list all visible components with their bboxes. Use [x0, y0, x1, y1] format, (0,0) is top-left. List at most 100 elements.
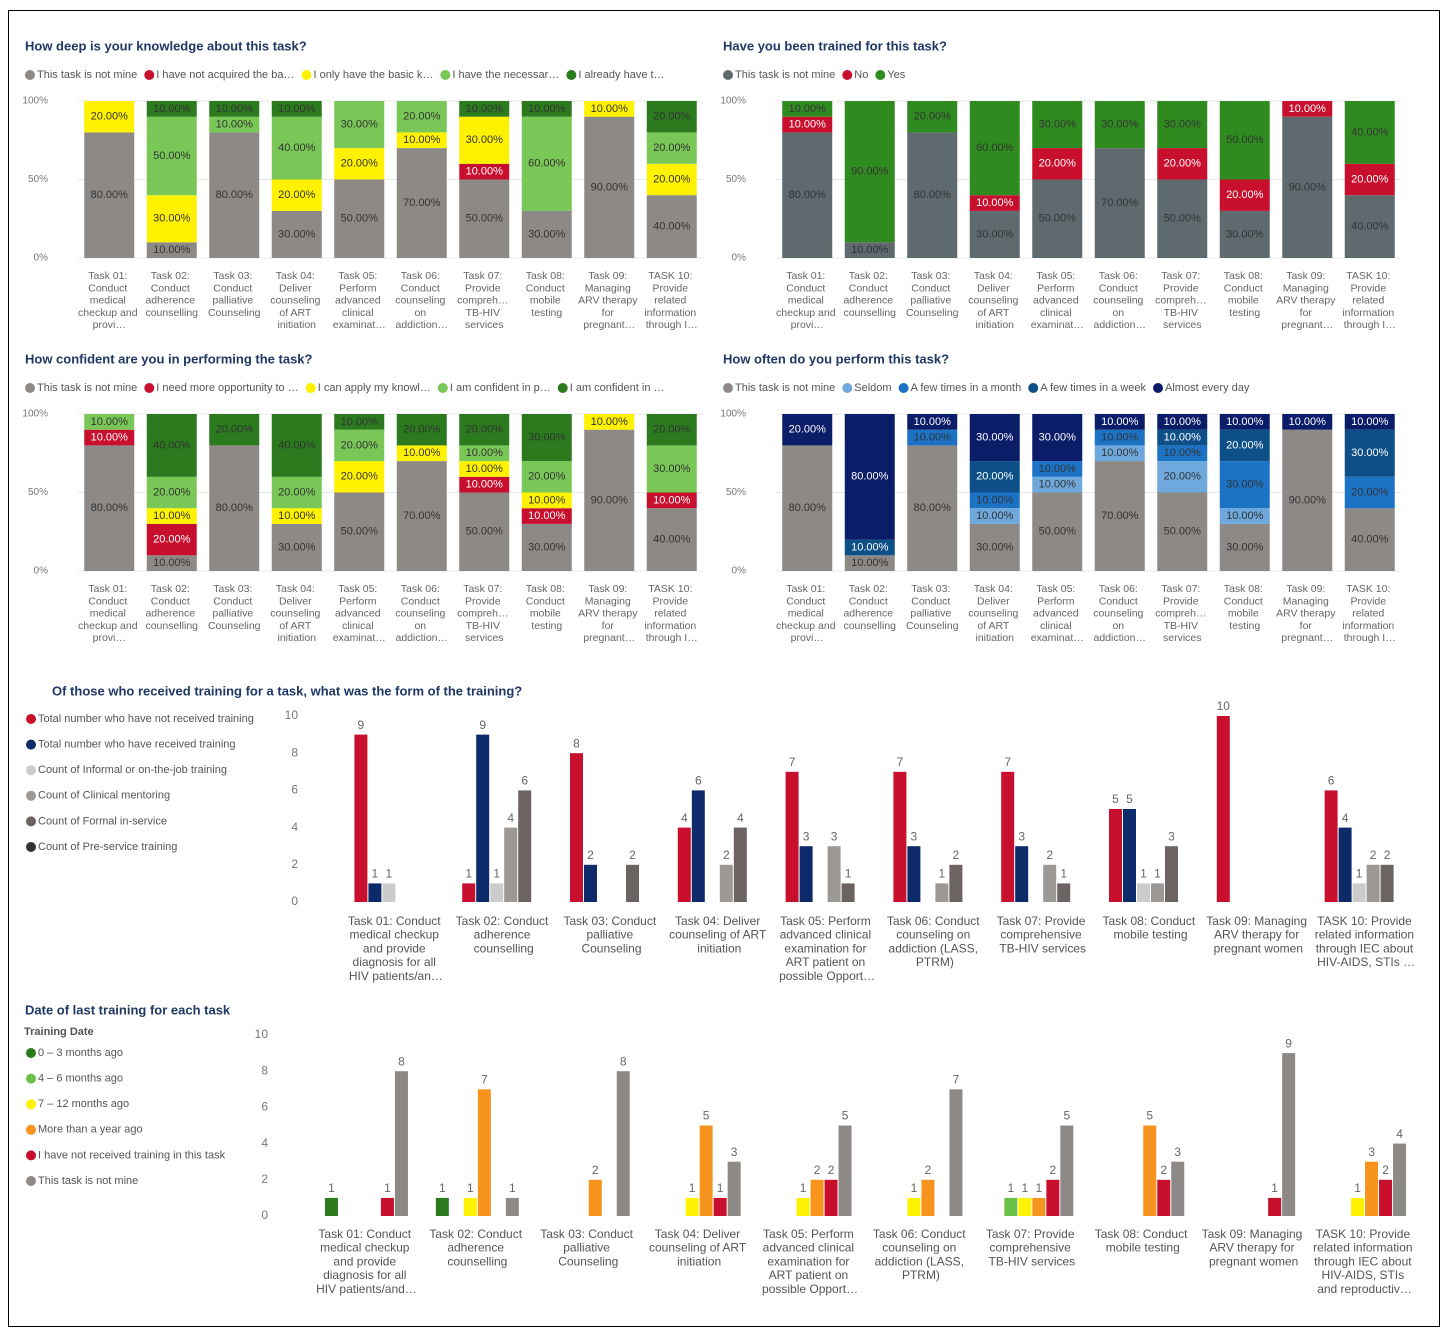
label-line: ARV therapy: [1276, 607, 1338, 619]
label-line: palliative: [212, 294, 256, 306]
data-label: 10.00%: [91, 431, 129, 443]
label-line: Task 05:: [338, 583, 380, 595]
data-label: 3: [1368, 1145, 1375, 1159]
label-line: HIV-AIDS, STIs …: [1317, 955, 1415, 969]
label-line: Task 07:: [1161, 583, 1203, 595]
data-label: 1: [439, 1181, 446, 1195]
bar: [616, 1071, 630, 1216]
label-line: TASK 10: Provide: [1316, 1227, 1414, 1241]
legend-label: No: [854, 69, 868, 81]
bar: [1018, 1197, 1032, 1216]
bar: [685, 1197, 699, 1216]
bar-segment: [1219, 523, 1270, 571]
bar-segment: [907, 445, 958, 571]
label-line: Conduct: [786, 595, 828, 607]
label-line: Managing: [1283, 282, 1332, 294]
bar-segment: [459, 414, 510, 446]
legend-label: Count of Clinical mentoring: [38, 790, 170, 802]
data-label: 10.00%: [1101, 447, 1139, 459]
data-label: 2: [723, 848, 730, 862]
bar: [1157, 1179, 1171, 1216]
bar-segment: [334, 179, 385, 258]
bar-segment: [782, 132, 833, 258]
label-line: adherence: [145, 607, 198, 619]
bar-segment: [1282, 116, 1333, 258]
label-line: Task 05: Perform: [780, 914, 874, 928]
label-line: examinat…: [333, 632, 386, 644]
data-label: 9: [1285, 1036, 1292, 1050]
x-tick-label: Task 04: Deliver counseling of ART initi…: [270, 270, 323, 331]
data-label: 2: [828, 1163, 835, 1177]
bar-segment: [209, 445, 260, 571]
label-line: checkup and: [78, 307, 140, 319]
label-line: pregnant…: [583, 319, 635, 331]
bar: [504, 827, 518, 902]
data-label: 80.00%: [914, 189, 952, 201]
data-label: 10.00%: [976, 510, 1014, 522]
label-line: initiation: [277, 319, 316, 331]
legend-marker: [25, 383, 35, 393]
data-label: 90.00%: [1289, 494, 1327, 506]
label-line: Task 01:: [88, 583, 130, 595]
data-label: 1: [800, 1181, 807, 1195]
bar-segment: [459, 492, 510, 571]
bar-segment: [396, 101, 447, 133]
label-line: adherence: [145, 294, 198, 306]
data-label: 30.00%: [278, 541, 316, 553]
label-line: palliative: [212, 607, 256, 619]
legend-marker: [26, 765, 36, 776]
label-line: Perform: [1037, 282, 1077, 294]
label-line: pregnant…: [583, 632, 635, 644]
bar-segment: [521, 116, 572, 211]
label-line: counseling: [395, 294, 448, 306]
data-label: 20.00%: [341, 439, 379, 451]
legend-label: Seldom: [854, 382, 891, 394]
label-line: Conduct: [786, 282, 828, 294]
x-tick-label: Task 03: Conduct palliative Counseling: [208, 270, 261, 319]
data-label: 20.00%: [653, 424, 691, 436]
label-line: advanced clinical: [763, 1241, 858, 1255]
label-line: testing: [1229, 620, 1260, 632]
data-label: 20.00%: [653, 173, 691, 185]
data-label: 5: [1064, 1109, 1071, 1123]
data-label: 80.00%: [216, 189, 254, 201]
label-line: Conduct: [1224, 595, 1266, 607]
x-tick-label: Task 01: Conduct medical checkup and pro…: [776, 270, 838, 331]
label-line: advanced clinical: [780, 928, 875, 942]
label-line: counseling of ART: [669, 928, 769, 942]
label-line: initiation: [277, 632, 316, 644]
label-line: Task 01:: [786, 270, 828, 282]
bar-segment: [146, 523, 197, 556]
bar: [691, 790, 705, 902]
data-label: 8: [620, 1054, 627, 1068]
bar-segment: [584, 116, 635, 258]
label-line: counseling: [270, 607, 323, 619]
label-line: TB-HIV services: [999, 942, 1086, 956]
legend-label: This task is not mine: [735, 69, 835, 81]
bar-segment: [969, 492, 1020, 509]
legend-marker: [26, 816, 36, 827]
label-line: mobile: [530, 607, 564, 619]
label-line: HIV patients/and…: [316, 1282, 417, 1296]
x-tick-label: Task 06: Conduct counseling on addiction…: [887, 914, 983, 969]
y-tick-label: 50%: [28, 174, 48, 185]
data-label: 30.00%: [976, 541, 1014, 553]
x-tick-label: Task 06: Conduct counseling on addiction…: [1093, 583, 1146, 644]
x-tick-label: Task 08: Conduct mobile testing: [526, 270, 568, 319]
label-line: TASK 10: Provide: [1317, 914, 1415, 928]
label-line: testing: [1229, 307, 1260, 319]
label-line: ART patient on: [786, 955, 869, 969]
data-label: 2: [953, 848, 960, 862]
data-label: 3: [731, 1145, 738, 1159]
label-line: advanced: [335, 607, 383, 619]
legend-marker: [26, 739, 36, 750]
bar-segment: [396, 414, 447, 446]
data-label: 10.00%: [1039, 463, 1077, 475]
legend-label: I need more opportunity to …: [156, 382, 298, 394]
data-label: 30.00%: [976, 228, 1014, 240]
data-label: 20.00%: [528, 471, 566, 483]
label-line: addiction (LASS,: [889, 942, 982, 956]
data-label: 10.00%: [1164, 431, 1202, 443]
legend-marker: [26, 790, 36, 801]
data-label: 70.00%: [403, 510, 441, 522]
